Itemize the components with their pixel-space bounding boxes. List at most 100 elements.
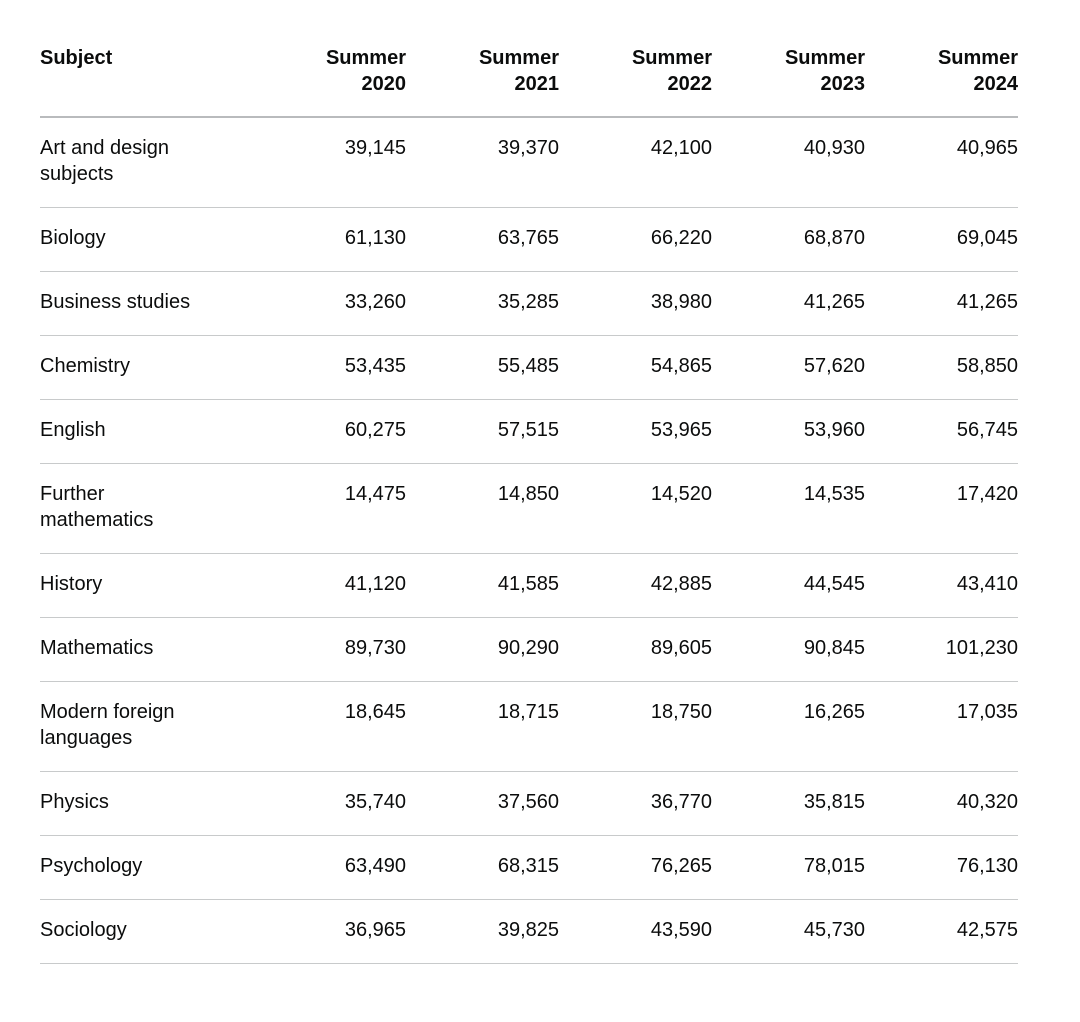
subject-cell: Art and design subjects: [40, 117, 253, 208]
value-cell: 66,220: [559, 207, 712, 272]
value-cell: 40,930: [712, 117, 865, 208]
value-cell: 42,100: [559, 117, 712, 208]
subject-cell: Biology: [40, 207, 253, 272]
subject-cell: Sociology: [40, 899, 253, 964]
subject-cell: Physics: [40, 771, 253, 836]
column-header-label: Summer 2021: [478, 47, 559, 95]
value-cell: 18,750: [559, 681, 712, 772]
table-row: Business studies 33,260 35,285 38,980 41…: [40, 271, 1018, 336]
subject-label: Mathematics: [40, 637, 154, 659]
value-cell: 76,130: [865, 835, 1018, 900]
table-body: Art and design subjects 39,145 39,370 42…: [40, 117, 1018, 964]
table-row: English 60,275 57,515 53,965 53,960 56,7…: [40, 399, 1018, 464]
value-cell: 78,015: [712, 835, 865, 900]
subject-cell: Psychology: [40, 835, 253, 900]
subject-label: Further mathematics: [40, 483, 154, 531]
value-cell: 42,885: [559, 553, 712, 618]
subject-label: English: [40, 419, 106, 441]
value-cell: 35,740: [253, 771, 406, 836]
subject-label: Physics: [40, 791, 109, 813]
table-row: Psychology 63,490 68,315 76,265 78,015 7…: [40, 835, 1018, 900]
value-cell: 39,145: [253, 117, 406, 208]
value-cell: 14,535: [712, 463, 865, 554]
value-cell: 41,585: [406, 553, 559, 618]
subject-cell: Modern foreign languages: [40, 681, 253, 772]
subject-cell: Mathematics: [40, 617, 253, 682]
value-cell: 69,045: [865, 207, 1018, 272]
column-header-subject: Subject: [40, 45, 253, 118]
value-cell: 58,850: [865, 335, 1018, 400]
column-header-summer-2020: Summer 2020: [253, 45, 406, 118]
subject-label: Art and design subjects: [40, 137, 169, 185]
value-cell: 63,490: [253, 835, 406, 900]
table-row: Physics 35,740 37,560 36,770 35,815 40,3…: [40, 771, 1018, 836]
subject-label: Sociology: [40, 919, 127, 941]
value-cell: 90,845: [712, 617, 865, 682]
value-cell: 57,515: [406, 399, 559, 464]
value-cell: 101,230: [865, 617, 1018, 682]
value-cell: 14,850: [406, 463, 559, 554]
subject-cell: Further mathematics: [40, 463, 253, 554]
subject-label: Chemistry: [40, 355, 131, 377]
value-cell: 14,520: [559, 463, 712, 554]
value-cell: 61,130: [253, 207, 406, 272]
value-cell: 45,730: [712, 899, 865, 964]
value-cell: 40,320: [865, 771, 1018, 836]
table-row: Art and design subjects 39,145 39,370 42…: [40, 117, 1018, 208]
table-header: Subject Summer 2020 Summer 2021 Summer 2…: [40, 45, 1018, 118]
header-row: Subject Summer 2020 Summer 2021 Summer 2…: [40, 45, 1018, 118]
value-cell: 43,410: [865, 553, 1018, 618]
table-container: Subject Summer 2020 Summer 2021 Summer 2…: [40, 45, 1018, 964]
value-cell: 57,620: [712, 335, 865, 400]
column-header-label: Subject: [40, 47, 113, 69]
value-cell: 76,265: [559, 835, 712, 900]
subject-cell: Business studies: [40, 271, 253, 336]
value-cell: 43,590: [559, 899, 712, 964]
table-row: Biology 61,130 63,765 66,220 68,870 69,0…: [40, 207, 1018, 272]
subject-label: Business studies: [40, 291, 191, 313]
value-cell: 36,965: [253, 899, 406, 964]
column-header-label: Summer 2022: [631, 47, 712, 95]
value-cell: 37,560: [406, 771, 559, 836]
column-header-summer-2022: Summer 2022: [559, 45, 712, 118]
value-cell: 56,745: [865, 399, 1018, 464]
column-header-label: Summer 2024: [937, 47, 1018, 95]
value-cell: 53,435: [253, 335, 406, 400]
value-cell: 18,715: [406, 681, 559, 772]
value-cell: 41,265: [865, 271, 1018, 336]
value-cell: 41,265: [712, 271, 865, 336]
table-row: Mathematics 89,730 90,290 89,605 90,845 …: [40, 617, 1018, 682]
value-cell: 89,730: [253, 617, 406, 682]
column-header-label: Summer 2020: [325, 47, 406, 95]
subject-label: History: [40, 573, 103, 595]
value-cell: 35,285: [406, 271, 559, 336]
subject-label: Modern foreign languages: [40, 701, 175, 749]
table-row: Modern foreign languages 18,645 18,715 1…: [40, 681, 1018, 772]
value-cell: 42,575: [865, 899, 1018, 964]
value-cell: 53,965: [559, 399, 712, 464]
value-cell: 14,475: [253, 463, 406, 554]
value-cell: 38,980: [559, 271, 712, 336]
value-cell: 18,645: [253, 681, 406, 772]
column-header-label: Summer 2023: [784, 47, 865, 95]
table-row: Further mathematics 14,475 14,850 14,520…: [40, 463, 1018, 554]
column-header-summer-2024: Summer 2024: [865, 45, 1018, 118]
value-cell: 89,605: [559, 617, 712, 682]
value-cell: 63,765: [406, 207, 559, 272]
subject-label: Psychology: [40, 855, 143, 877]
value-cell: 60,275: [253, 399, 406, 464]
value-cell: 17,035: [865, 681, 1018, 772]
value-cell: 54,865: [559, 335, 712, 400]
value-cell: 35,815: [712, 771, 865, 836]
subject-label: Biology: [40, 227, 106, 249]
subject-cell: History: [40, 553, 253, 618]
value-cell: 36,770: [559, 771, 712, 836]
value-cell: 39,370: [406, 117, 559, 208]
value-cell: 40,965: [865, 117, 1018, 208]
value-cell: 44,545: [712, 553, 865, 618]
table-row: Sociology 36,965 39,825 43,590 45,730 42…: [40, 899, 1018, 964]
subject-cell: English: [40, 399, 253, 464]
value-cell: 68,870: [712, 207, 865, 272]
value-cell: 41,120: [253, 553, 406, 618]
table-row: History 41,120 41,585 42,885 44,545 43,4…: [40, 553, 1018, 618]
